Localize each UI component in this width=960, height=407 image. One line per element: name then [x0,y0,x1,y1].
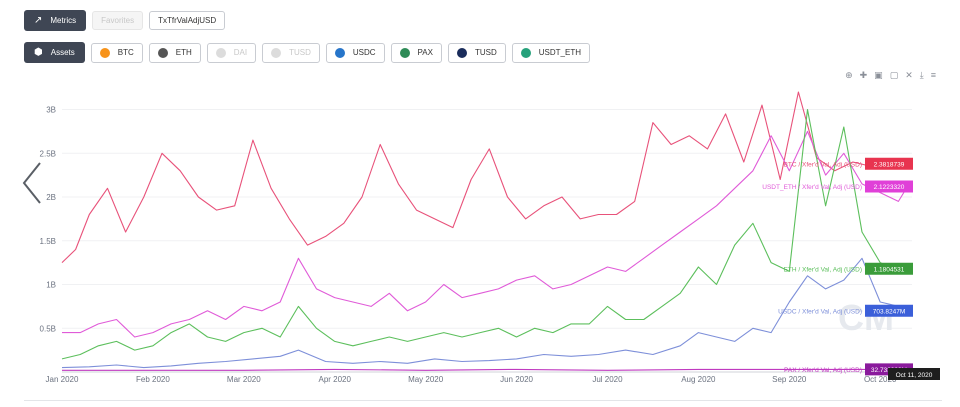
series-name-label: USDC / Xfer'd Val, Adj (USD) [778,308,862,315]
y-tick-label: 2.5B [40,149,56,158]
chevron-left-icon[interactable] [20,160,44,206]
asset-label: BTC [117,48,134,57]
asset-label: PAX [417,48,433,57]
metric-name-label: TxTfrValAdjUSD [158,16,217,25]
favorites-label: Favorites [101,16,135,25]
assets-button[interactable]: ⬢ Assets [24,42,85,63]
reset-icon[interactable]: ▢ [889,70,899,80]
series-line-0[interactable] [61,91,908,263]
series-value-label: 2.3818739 [874,161,905,168]
pax-coin-icon [399,47,410,58]
x-tick-label: May 2020 [408,375,444,384]
y-tick-label: 1.5B [40,237,56,246]
tusd-coin-icon [456,47,467,58]
metric-name-chip[interactable]: TxTfrValAdjUSD [149,11,226,30]
x-tick-label: Sep 2020 [772,375,807,384]
asset-button-pax[interactable]: PAX [390,42,442,63]
x-tick-label: Mar 2020 [227,375,261,384]
asset-button-eth[interactable]: ETH [148,42,201,63]
close-icon[interactable]: ✕ [905,70,913,80]
series-name-label: PAX / Xfer'd Val, Adj (USD) [784,367,862,374]
series-name-label: BTC / Xfer'd Val, Adj (USD) [784,161,862,168]
series-line-4[interactable] [62,368,908,371]
series-line-1[interactable] [62,130,908,338]
metrics-button[interactable]: ↗ Metrics [24,10,87,31]
download-icon[interactable]: ⤓ [919,70,924,80]
series-value-badge [865,180,913,193]
asset-label: TUSD [474,48,497,57]
series-value-label: 1.1804531 [874,266,905,273]
series-name-label: USDT_ETH / Xfer'd Val, Adj (USD) [762,184,862,191]
eth-coin-icon [157,47,168,58]
chart-grid [62,109,912,329]
tooltip: Oct 11, 2020 [888,368,940,380]
dai-coin-icon [215,47,226,58]
asset-selector-row: ⬢ Assets BTC ETH DAI TUSD USDC PAX TUSD USDT_ET… [24,42,590,63]
y-axis: 0.5B 1B 1.5B 2B 2.5B 3B [40,106,56,334]
pan-icon[interactable]: ✚ [859,70,868,80]
zoom-in-icon[interactable]: ⊕ [845,70,853,80]
usdc-coin-icon [334,47,345,58]
series-value-label: 703.8247M [873,308,906,315]
asset-list: BTC ETH DAI TUSD USDC PAX TUSD USDT_ETH [85,42,590,63]
metric-selector-row: ↗ Metrics Favorites TxTfrValAdjUSD [24,10,226,31]
series-value-label: 2.1223320 [874,184,905,191]
tusd-coin-icon [271,47,282,58]
series-line-3[interactable] [61,257,908,369]
x-tick-label: Jan 2020 [46,375,79,384]
zoom-box-icon[interactable]: ▣ [874,70,883,80]
y-tick-label: 1B [46,281,56,290]
asset-label: USDT_ETH [538,48,581,57]
favorites-button[interactable]: Favorites [92,11,144,30]
trend-line-icon: ↗ [34,15,43,26]
tooltip-date: Oct 11, 2020 [896,372,933,379]
x-tick-label: Aug 2020 [681,375,716,384]
series-value-badge [865,157,913,170]
asset-label: ETH [175,48,192,57]
x-tick-label: Jun 2020 [500,375,533,384]
x-axis: Jan 2020 Feb 2020 Mar 2020 Apr 2020 May 2020… [46,371,912,384]
asset-button-dai[interactable]: DAI [206,42,257,63]
x-tick-label: Feb 2020 [136,375,170,384]
y-tick-label: 0.5B [40,324,56,333]
asset-button-usdc[interactable]: USDC [325,42,385,63]
metrics-label: Metrics [50,16,77,25]
series-value-badge [865,304,913,317]
x-tick-label: Jul 2020 [592,375,623,384]
btc-coin-icon [99,47,110,58]
x-tick-label: Apr 2020 [318,375,351,384]
y-tick-label: 2B [46,193,56,202]
usdt_eth-coin-icon [520,47,531,58]
chart-toolbar: ⊕ ✚ ▣ ▢ ✕ ⤓ ≡ [845,70,936,81]
asset-label: USDC [352,48,376,57]
series-line-2[interactable] [61,108,908,360]
assets-label: Assets [50,48,75,57]
menu-icon[interactable]: ≡ [930,70,936,80]
range-selector-bar[interactable] [24,400,942,407]
series-end-labels: BTC / Xfer'd Val, Adj (USD) 2.3818739 USDT… [762,157,913,376]
y-tick-label: 3B [46,106,56,115]
x-tick-label: Oct 2020 [864,375,897,384]
series-name-label: ETH / Xfer'd Val, Adj (USD) [784,266,862,273]
series-lines [61,91,908,371]
asset-button-tusd[interactable]: TUSD [447,42,506,63]
asset-label: TUSD [289,48,311,57]
asset-label: DAI [233,48,248,57]
series-value-badge [865,262,913,275]
cube-icon: ⬢ [34,47,43,58]
asset-button-btc[interactable]: BTC [90,42,143,63]
watermark: CM [838,297,894,338]
asset-button-usdt_eth[interactable]: USDT_ETH [511,42,590,63]
asset-button-tusd[interactable]: TUSD [262,42,320,63]
